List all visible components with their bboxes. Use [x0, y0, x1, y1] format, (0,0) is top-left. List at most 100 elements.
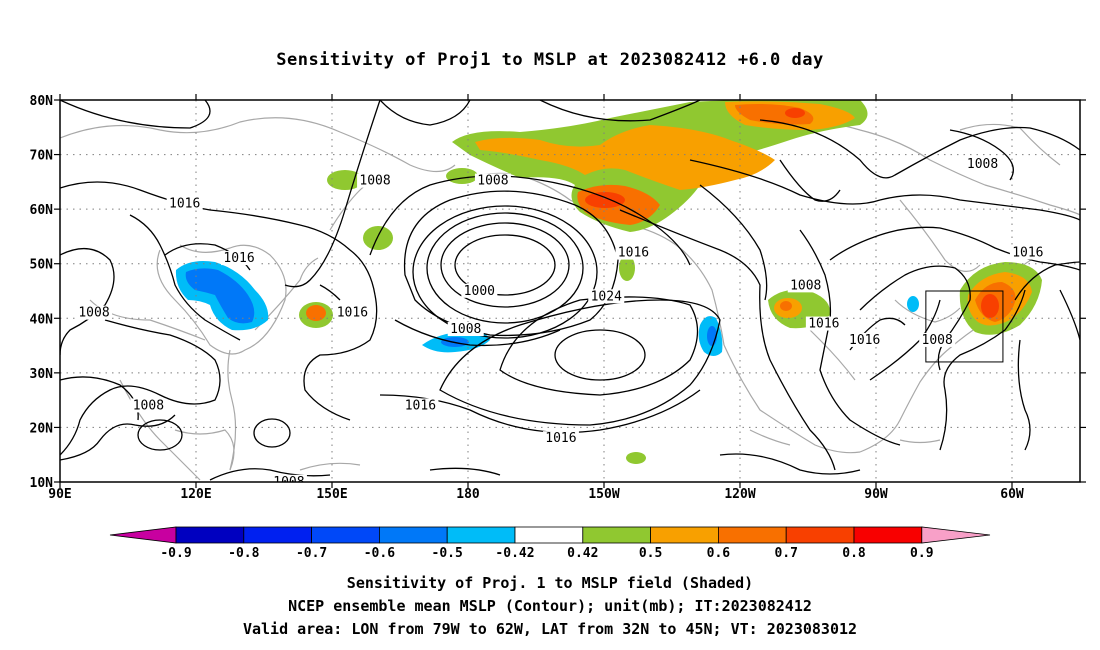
- colorbar-tick-label: -0.5: [432, 546, 463, 561]
- colorbar-tick-label: -0.6: [364, 546, 395, 561]
- shade-negative-eastasia-mid: [185, 268, 255, 324]
- shade-negative-eastcoast: [907, 296, 919, 312]
- contour-label-bg: [221, 251, 258, 266]
- shade-positive-atlantic-red: [981, 294, 999, 318]
- caption-line-2: NCEP ensemble mean MSLP (Contour); unit(…: [288, 597, 812, 615]
- contour-label-bg: [474, 173, 511, 188]
- shade-green-spot-4: [626, 452, 646, 464]
- colorbar-tick-label: 0.42: [567, 546, 598, 561]
- contour-label-bg: [588, 289, 625, 304]
- colorbar-swatch: [650, 526, 719, 544]
- colorbar-tick-label: -0.9: [160, 546, 191, 561]
- lon-labels: 90E 120E 150E 180 150W 120W 90W 60W: [48, 487, 1024, 502]
- contour-label-bg: [846, 332, 883, 347]
- contour-label-bg: [542, 431, 579, 446]
- contour-label-bg: [919, 332, 956, 347]
- contour-label: 1008: [359, 174, 390, 189]
- contour-label-bg: [447, 322, 484, 337]
- contour-label: 1024: [591, 289, 622, 304]
- contour-label: 1016: [405, 398, 436, 413]
- shade-green-spot-5: [446, 168, 478, 184]
- contour-label: 1008: [967, 157, 998, 172]
- contour-label: 1016: [545, 431, 576, 446]
- shade-positive-centralus-dark: [780, 301, 792, 311]
- lon-label: 90W: [864, 487, 888, 502]
- colorbar-low-extend: [109, 526, 177, 544]
- lat-label: 30N: [30, 367, 54, 382]
- contour-label: 1008: [273, 475, 304, 490]
- contour-label-bg: [1009, 245, 1046, 260]
- colorbar-high-extend: [921, 526, 991, 544]
- contour-label: 1008: [78, 306, 109, 321]
- contour-label-bg: [787, 278, 824, 293]
- lat-label: 70N: [30, 149, 54, 164]
- contour-label: 1016: [808, 317, 839, 332]
- shade-green-spot-1: [327, 170, 363, 190]
- contour-label-bg: [334, 305, 371, 320]
- colorbar-tick-label: 0.5: [639, 546, 662, 561]
- colorbar-swatch: [718, 526, 787, 544]
- lat-label: 80N: [30, 94, 54, 109]
- colorbar-tick-label: 0.7: [774, 546, 797, 561]
- caption-line-1: Sensitivity of Proj. 1 to MSLP field (Sh…: [346, 574, 754, 592]
- lon-label: 120E: [180, 487, 211, 502]
- contour-label-bg: [402, 398, 439, 413]
- colorbar-swatch: [853, 526, 923, 544]
- lon-label: 120W: [724, 487, 755, 502]
- lat-label: 60N: [30, 203, 54, 218]
- lat-label: 40N: [30, 312, 54, 327]
- contour-label-bg: [357, 173, 394, 188]
- map-frame: [59, 99, 1081, 483]
- lon-label: 150W: [588, 487, 619, 502]
- contour-label-bg: [461, 283, 498, 298]
- contour-label: 1008: [922, 333, 953, 348]
- sensitivity-shading: [175, 100, 1042, 464]
- colorbar-tick-label: -0.8: [228, 546, 259, 561]
- contour-label: 1000: [464, 284, 495, 299]
- caption-line-3: Valid area: LON from 79W to 62W, LAT fro…: [242, 620, 858, 638]
- shade-green-spot-3: [619, 255, 635, 281]
- contour-label: 1016: [618, 246, 649, 261]
- lon-label: 180: [456, 487, 480, 502]
- contour-label: 1008: [790, 278, 821, 293]
- colorbar-tick-label: 0.8: [842, 546, 866, 561]
- colorbar-swatch: [514, 526, 584, 544]
- contour-label: 1016: [337, 306, 368, 321]
- contour-label: 1008: [133, 398, 164, 413]
- lat-labels: 80N 70N 60N 50N 40N 30N 20N 10N: [30, 94, 54, 491]
- contour-labels: 1008 1008 1008 1016 1016 1016 1016 1016 1008 1000…: [76, 157, 1046, 490]
- contour-label: 1016: [1012, 246, 1043, 261]
- colorbar-tick-label: -0.7: [296, 546, 327, 561]
- axis-ticks: [54, 94, 1086, 488]
- lat-label: 50N: [30, 258, 54, 273]
- colorbar-swatch: [582, 526, 651, 544]
- figure-title: Sensitivity of Proj1 to MSLP at 20230824…: [276, 50, 824, 70]
- shade-positive-arctic-orange: [475, 125, 775, 190]
- colorbar: [109, 526, 991, 544]
- shade-positive-japan-inner: [306, 305, 326, 321]
- colorbar-swatch: [175, 526, 245, 544]
- shade-positive-arctic-red2: [585, 192, 625, 208]
- lon-label: 90E: [48, 487, 71, 502]
- contour-label-bg: [130, 398, 167, 413]
- lon-label: 60W: [1000, 487, 1024, 502]
- contour-label-bg: [166, 196, 203, 211]
- lat-label: 10N: [30, 476, 54, 491]
- contour-label-bg: [964, 157, 1001, 172]
- colorbar-tick-label: 0.9: [910, 546, 933, 561]
- colorbar-tick-label: -0.42: [495, 546, 534, 561]
- contour-label-bg: [615, 245, 652, 260]
- colorbar-swatch: [446, 526, 516, 544]
- lat-label: 20N: [30, 421, 54, 436]
- contour-label-bg: [270, 474, 307, 482]
- contour-label-bg: [805, 316, 842, 331]
- lon-label: 150E: [316, 487, 347, 502]
- contour-label: 1016: [849, 333, 880, 348]
- contour-label: 1016: [223, 251, 254, 266]
- contour-label-bg: [76, 305, 112, 320]
- shade-positive-arctic-red: [785, 108, 805, 118]
- colorbar-swatch: [311, 526, 380, 544]
- contour-label: 1016: [169, 197, 200, 212]
- colorbar-swatch: [785, 526, 855, 544]
